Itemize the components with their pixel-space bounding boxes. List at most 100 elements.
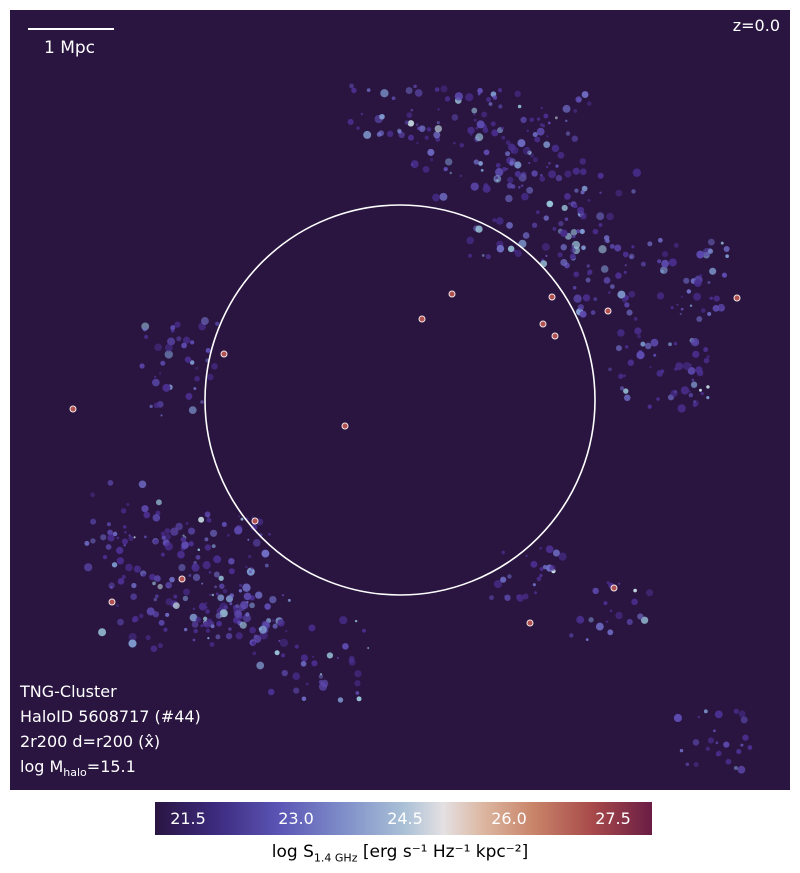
emission-speck — [725, 254, 729, 259]
emission-speck — [501, 550, 505, 555]
emission-speck — [539, 173, 543, 177]
emission-speck — [482, 127, 489, 133]
emission-speck — [690, 338, 700, 347]
emission-speck — [258, 625, 267, 634]
emission-speck — [574, 188, 579, 193]
emission-speck — [536, 576, 542, 582]
emission-speck — [661, 259, 669, 268]
emission-speck — [493, 579, 503, 589]
emission-speck — [200, 624, 204, 628]
emission-speck — [488, 102, 493, 106]
emission-speck — [386, 130, 394, 138]
emission-speck — [181, 541, 189, 549]
emission-speck — [485, 253, 491, 260]
emission-speck — [274, 650, 280, 656]
radio-source — [610, 584, 618, 592]
emission-speck — [342, 643, 349, 650]
emission-speck — [546, 200, 554, 208]
emission-speck — [206, 517, 212, 523]
emission-speck — [740, 716, 748, 724]
emission-speck — [703, 709, 708, 714]
emission-speck — [495, 217, 504, 225]
emission-speck — [152, 514, 161, 522]
emission-speck — [573, 108, 578, 113]
emission-speck — [250, 523, 258, 531]
emission-speck — [692, 739, 700, 746]
emission-speck — [247, 554, 252, 559]
emission-speck — [121, 574, 126, 579]
emission-speck — [477, 87, 483, 94]
emission-speck — [636, 351, 645, 360]
emission-speck — [318, 674, 324, 679]
emission-speck — [120, 508, 127, 514]
emission-speck — [249, 626, 256, 634]
emission-speck — [142, 573, 146, 577]
emission-speck — [505, 140, 511, 146]
emission-speck — [133, 565, 141, 573]
emission-speck — [495, 167, 504, 177]
emission-speck — [226, 533, 230, 537]
emission-speck — [539, 122, 544, 127]
emission-speck — [502, 166, 507, 172]
emission-speck — [626, 618, 633, 626]
emission-speck — [675, 362, 684, 371]
emission-speck — [577, 304, 584, 311]
emission-speck — [109, 585, 113, 589]
emission-speck — [293, 687, 300, 694]
emission-speck — [530, 560, 538, 568]
emission-speck — [235, 632, 243, 640]
emission-speck — [510, 184, 516, 189]
emission-speck — [413, 84, 417, 89]
emission-speck — [557, 252, 563, 258]
emission-speck — [209, 641, 215, 647]
emission-speck — [659, 266, 668, 274]
emission-speck — [471, 107, 478, 114]
emission-speck — [528, 162, 531, 165]
emission-speck — [706, 385, 710, 389]
emission-speck — [100, 534, 107, 541]
emission-speck — [517, 104, 522, 109]
emission-speck — [174, 321, 181, 328]
emission-speck — [434, 87, 440, 92]
emission-speck — [128, 639, 137, 648]
emission-speck — [436, 121, 440, 125]
emission-speck — [411, 163, 414, 166]
emission-speck — [656, 397, 660, 401]
emission-speck — [194, 375, 200, 382]
emission-speck — [102, 554, 108, 560]
emission-speck — [696, 369, 704, 377]
emission-speck — [703, 357, 710, 364]
emission-speck — [691, 378, 695, 382]
emission-speck — [522, 232, 530, 239]
emission-speck — [579, 212, 587, 220]
emission-speck — [496, 179, 499, 182]
emission-speck — [507, 143, 516, 151]
emission-speck — [570, 247, 576, 254]
emission-speck — [210, 624, 215, 629]
emission-speck — [609, 609, 613, 613]
emission-speck — [605, 620, 609, 623]
emission-speck — [486, 97, 492, 103]
emission-speck — [420, 126, 423, 130]
emission-speck — [706, 396, 710, 400]
emission-speck — [490, 121, 496, 127]
emission-speck — [216, 620, 222, 627]
emission-speck — [649, 366, 652, 369]
emission-field — [69, 83, 753, 774]
emission-speck — [253, 634, 258, 639]
emission-speck — [190, 340, 195, 345]
emission-speck — [631, 189, 636, 194]
emission-speck — [187, 527, 196, 535]
emission-speck — [181, 342, 187, 349]
emission-speck — [688, 392, 694, 398]
emission-speck — [733, 708, 739, 714]
radio-source — [526, 619, 534, 627]
emission-speck — [592, 228, 599, 235]
colorbar-gradient — [155, 802, 652, 835]
emission-speck — [621, 297, 628, 303]
emission-speck — [380, 89, 389, 98]
emission-speck — [560, 244, 567, 251]
emission-speck — [200, 400, 204, 404]
emission-speck — [184, 356, 192, 363]
emission-speck — [133, 536, 136, 539]
